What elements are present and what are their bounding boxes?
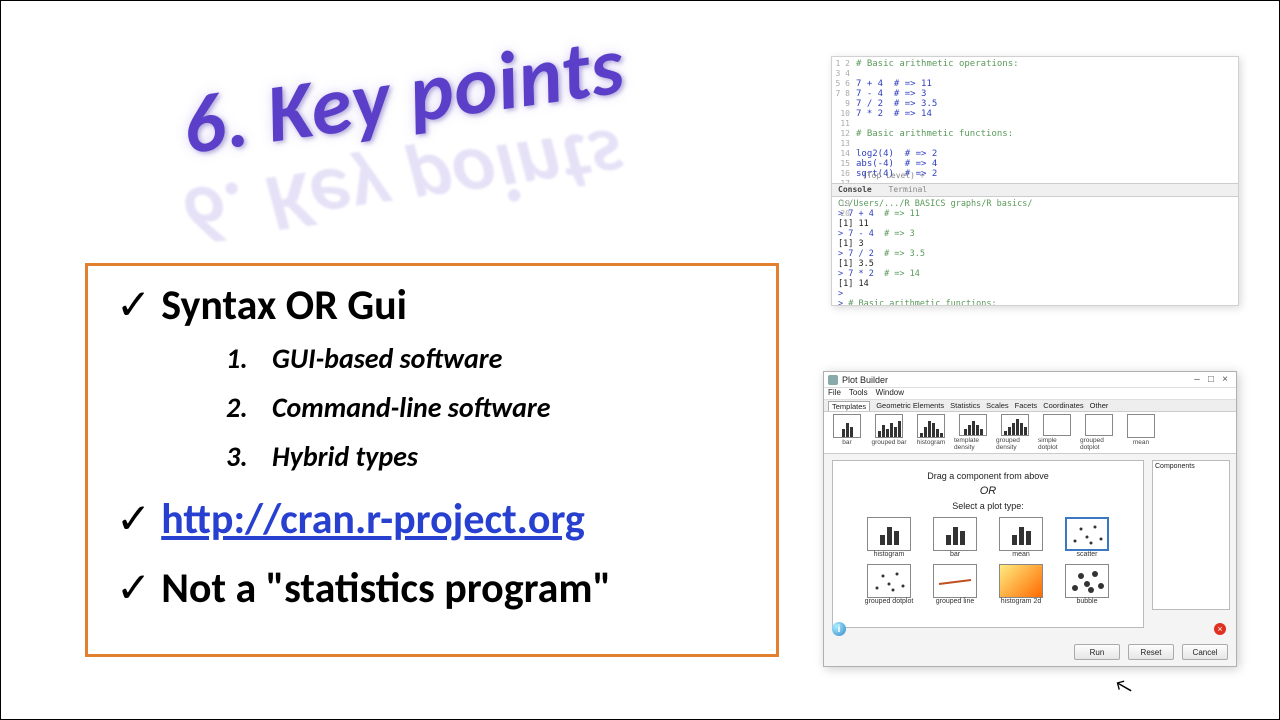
key-item-2: ✓ http://cran.r-project.org — [116, 494, 748, 545]
sub-item-1: 1.GUI-based software — [226, 341, 748, 376]
error-close-icon[interactable]: × — [1214, 623, 1226, 635]
toolbar-template[interactable]: grouped bar — [870, 414, 908, 451]
cancel-button[interactable]: Cancel — [1182, 644, 1228, 660]
app-icon — [828, 375, 838, 385]
key-points-box: ✓ Syntax OR Gui 1.GUI-based software 2.C… — [85, 263, 779, 657]
toolbar-tab[interactable]: Templates — [828, 401, 870, 411]
template-toolbar: bargrouped barhistogramtemplate densityg… — [824, 412, 1236, 454]
key-item-3: ✓ Not a "statistics program" — [116, 563, 748, 614]
scope-hint: (Top Level) ÷ — [862, 171, 925, 180]
toolbar-tab[interactable]: Coordinates — [1043, 401, 1083, 410]
components-title: Components — [1155, 463, 1227, 470]
toolbar-template[interactable]: grouped dotplot — [1080, 414, 1118, 451]
maximize-button[interactable]: □ — [1204, 374, 1218, 385]
plot-builder-body: Drag a component from above OR Select a … — [824, 454, 1236, 640]
key-item-3-text: Not a "statistics program" — [161, 563, 611, 614]
toolbar-tab[interactable]: Facets — [1015, 401, 1038, 410]
console-tabs: Console Terminal — [832, 183, 1238, 197]
toolbar-tab[interactable]: Scales — [986, 401, 1009, 410]
check-icon: ✓ — [116, 285, 151, 327]
cran-link[interactable]: http://cran.r-project.org — [161, 494, 585, 545]
close-button[interactable]: × — [1218, 374, 1232, 385]
tab-console[interactable]: Console — [838, 185, 872, 194]
canvas-or: OR — [833, 485, 1143, 497]
plot-type-histogram[interactable]: histogram — [861, 517, 917, 558]
menu-tools[interactable]: Tools — [849, 388, 868, 399]
canvas-hint-2: Select a plot type: — [833, 501, 1143, 511]
sub-item-3-text: Hybrid types — [272, 439, 418, 474]
plot-type-grouped-dotplot[interactable]: grouped dotplot — [861, 564, 917, 605]
toolbar-tab[interactable]: Geometric Elements — [876, 401, 944, 410]
reset-button[interactable]: Reset — [1128, 644, 1174, 660]
dialog-buttons: Run Reset Cancel — [1074, 644, 1228, 660]
key-item-1: ✓ Syntax OR Gui — [116, 280, 748, 331]
check-icon: ✓ — [116, 499, 151, 541]
components-panel: Components — [1152, 460, 1230, 610]
plot-type-scatter[interactable]: scatter — [1059, 517, 1115, 558]
sub-item-1-text: GUI-based software — [272, 341, 502, 376]
plot-type-bubble[interactable]: bubble — [1059, 564, 1115, 605]
r-console: C:/Users/.../R BASICS graphs/R basics/ >… — [838, 199, 1038, 306]
plot-type-grouped-line[interactable]: grouped line — [927, 564, 983, 605]
plot-builder-window: Plot Builder – □ × File Tools Window Tem… — [823, 371, 1237, 667]
key-sublist: 1.GUI-based software 2.Command-line soft… — [226, 341, 748, 474]
rstudio-screenshot: 1 2 3 4 5 6 7 8 9 10 11 12 13 14 15 16 1… — [831, 56, 1239, 306]
mouse-cursor-icon: ↖ — [1112, 673, 1135, 701]
window-titlebar[interactable]: Plot Builder – □ × — [824, 372, 1236, 388]
toolbar-template[interactable]: template density — [954, 414, 992, 451]
check-icon: ✓ — [116, 568, 151, 610]
run-button[interactable]: Run — [1074, 644, 1120, 660]
plot-type-bar[interactable]: bar — [927, 517, 983, 558]
canvas-hint-1: Drag a component from above — [833, 471, 1143, 481]
plot-type-histogram-2d[interactable]: histogram 2d — [993, 564, 1049, 605]
menu-window[interactable]: Window — [876, 388, 904, 399]
toolbar-template[interactable]: bar — [828, 414, 866, 451]
toolbar-template[interactable]: simple dotplot — [1038, 414, 1076, 451]
toolbar-category-tabs: Templates Geometric Elements Statistics Sca… — [824, 400, 1236, 412]
plot-type-grid: histogrambarmeanscatter grouped dotplotgr… — [833, 517, 1143, 605]
minimize-button[interactable]: – — [1190, 374, 1204, 385]
toolbar-template[interactable]: mean — [1122, 414, 1160, 451]
key-item-1-text: Syntax OR Gui — [161, 280, 407, 331]
sub-item-2: 2.Command-line software — [226, 390, 748, 425]
sub-item-3: 3.Hybrid types — [226, 439, 748, 474]
toolbar-tab[interactable]: Statistics — [950, 401, 980, 410]
plot-type-mean[interactable]: mean — [993, 517, 1049, 558]
info-icon[interactable]: i — [832, 622, 846, 636]
menu-file[interactable]: File — [828, 388, 841, 399]
menu-bar: File Tools Window — [824, 388, 1236, 400]
status-bar: i × — [832, 622, 1230, 636]
toolbar-template[interactable]: grouped density — [996, 414, 1034, 451]
sub-item-2-text: Command-line software — [272, 390, 551, 425]
tab-terminal[interactable]: Terminal — [889, 185, 928, 194]
toolbar-tab[interactable]: Other — [1090, 401, 1109, 410]
toolbar-template[interactable]: histogram — [912, 414, 950, 451]
plot-canvas[interactable]: Drag a component from above OR Select a … — [832, 460, 1144, 628]
window-title: Plot Builder — [842, 375, 888, 385]
